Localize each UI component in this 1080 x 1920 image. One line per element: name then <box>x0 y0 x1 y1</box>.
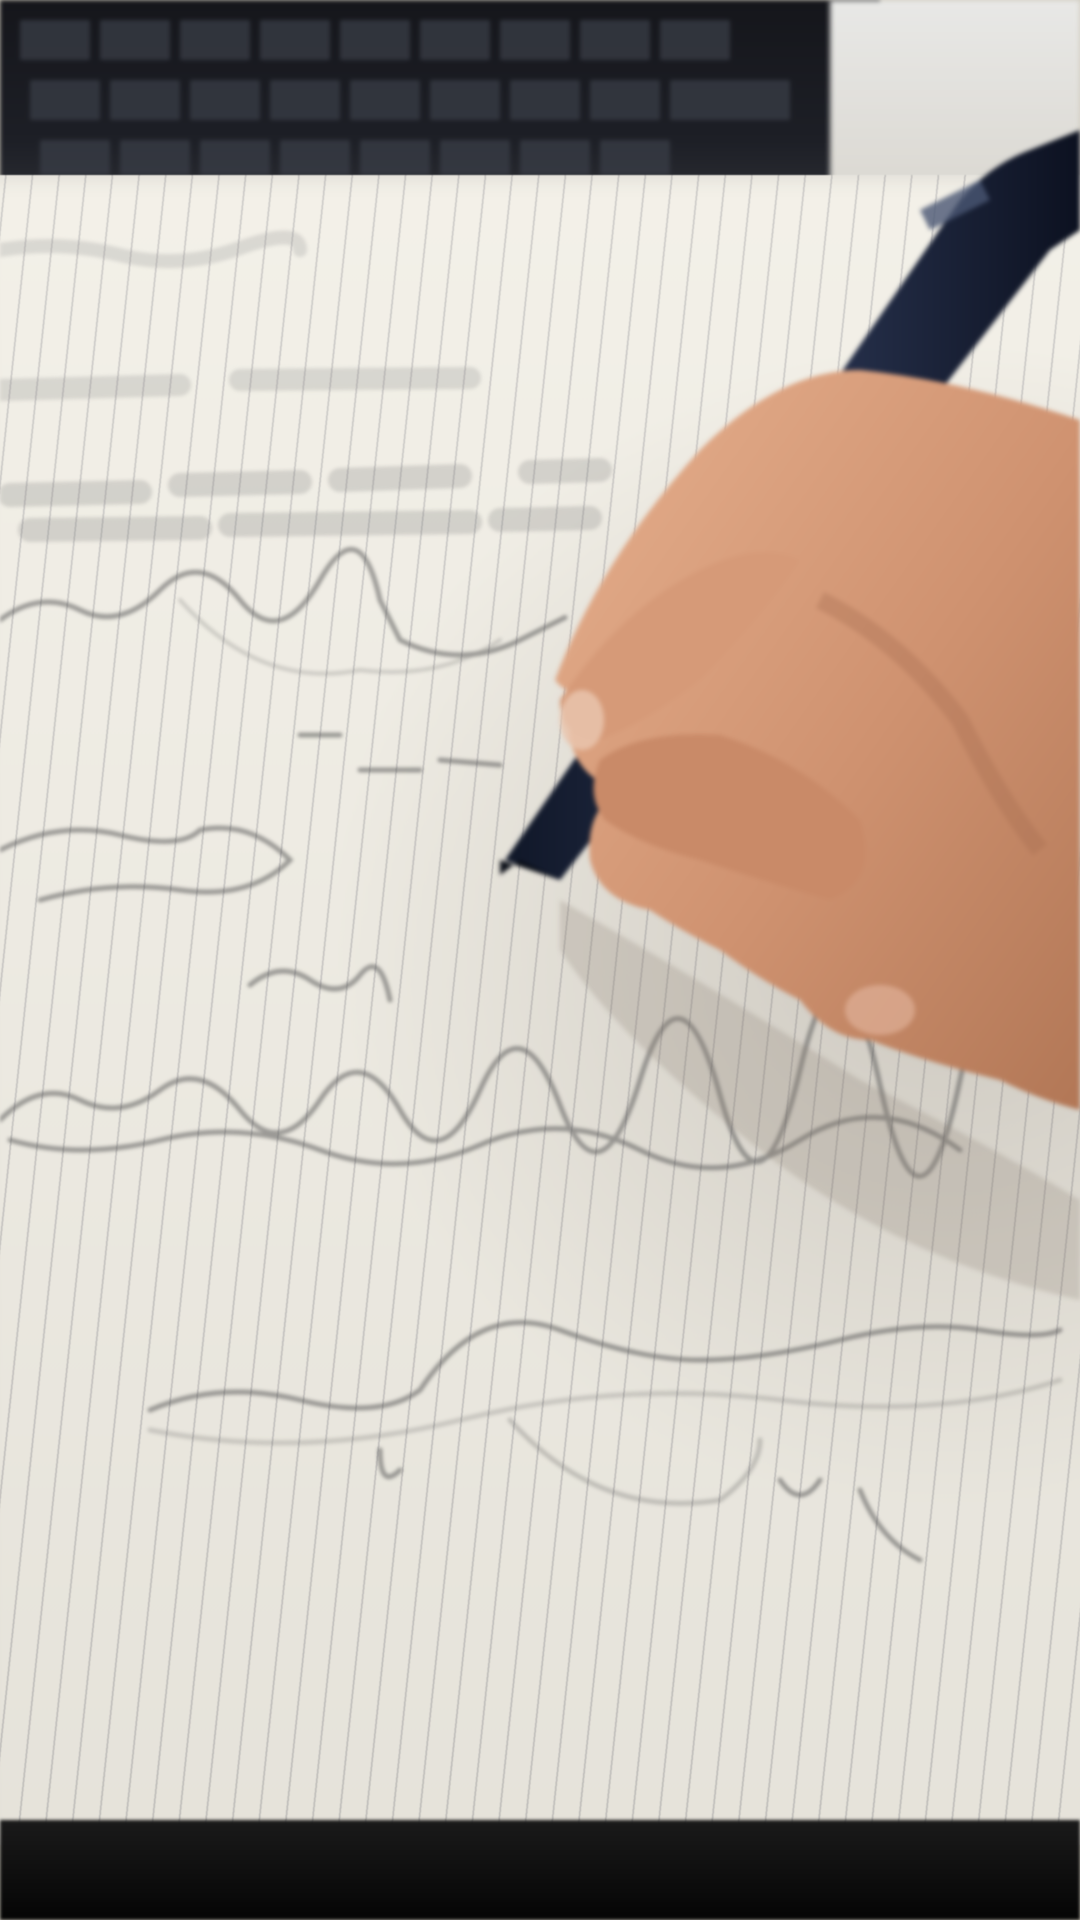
fingernail-2 <box>845 985 915 1035</box>
pen-clip <box>920 180 990 230</box>
fingernail <box>560 690 604 750</box>
table-edge <box>0 1820 1080 1920</box>
hand <box>555 370 1080 1110</box>
pen-tip <box>500 860 560 880</box>
knuckle-shading <box>815 591 1048 856</box>
thumb <box>560 552 800 740</box>
index-finger <box>593 734 866 900</box>
hand-shadow-on-paper <box>560 900 1080 1300</box>
keyboard <box>0 0 880 200</box>
